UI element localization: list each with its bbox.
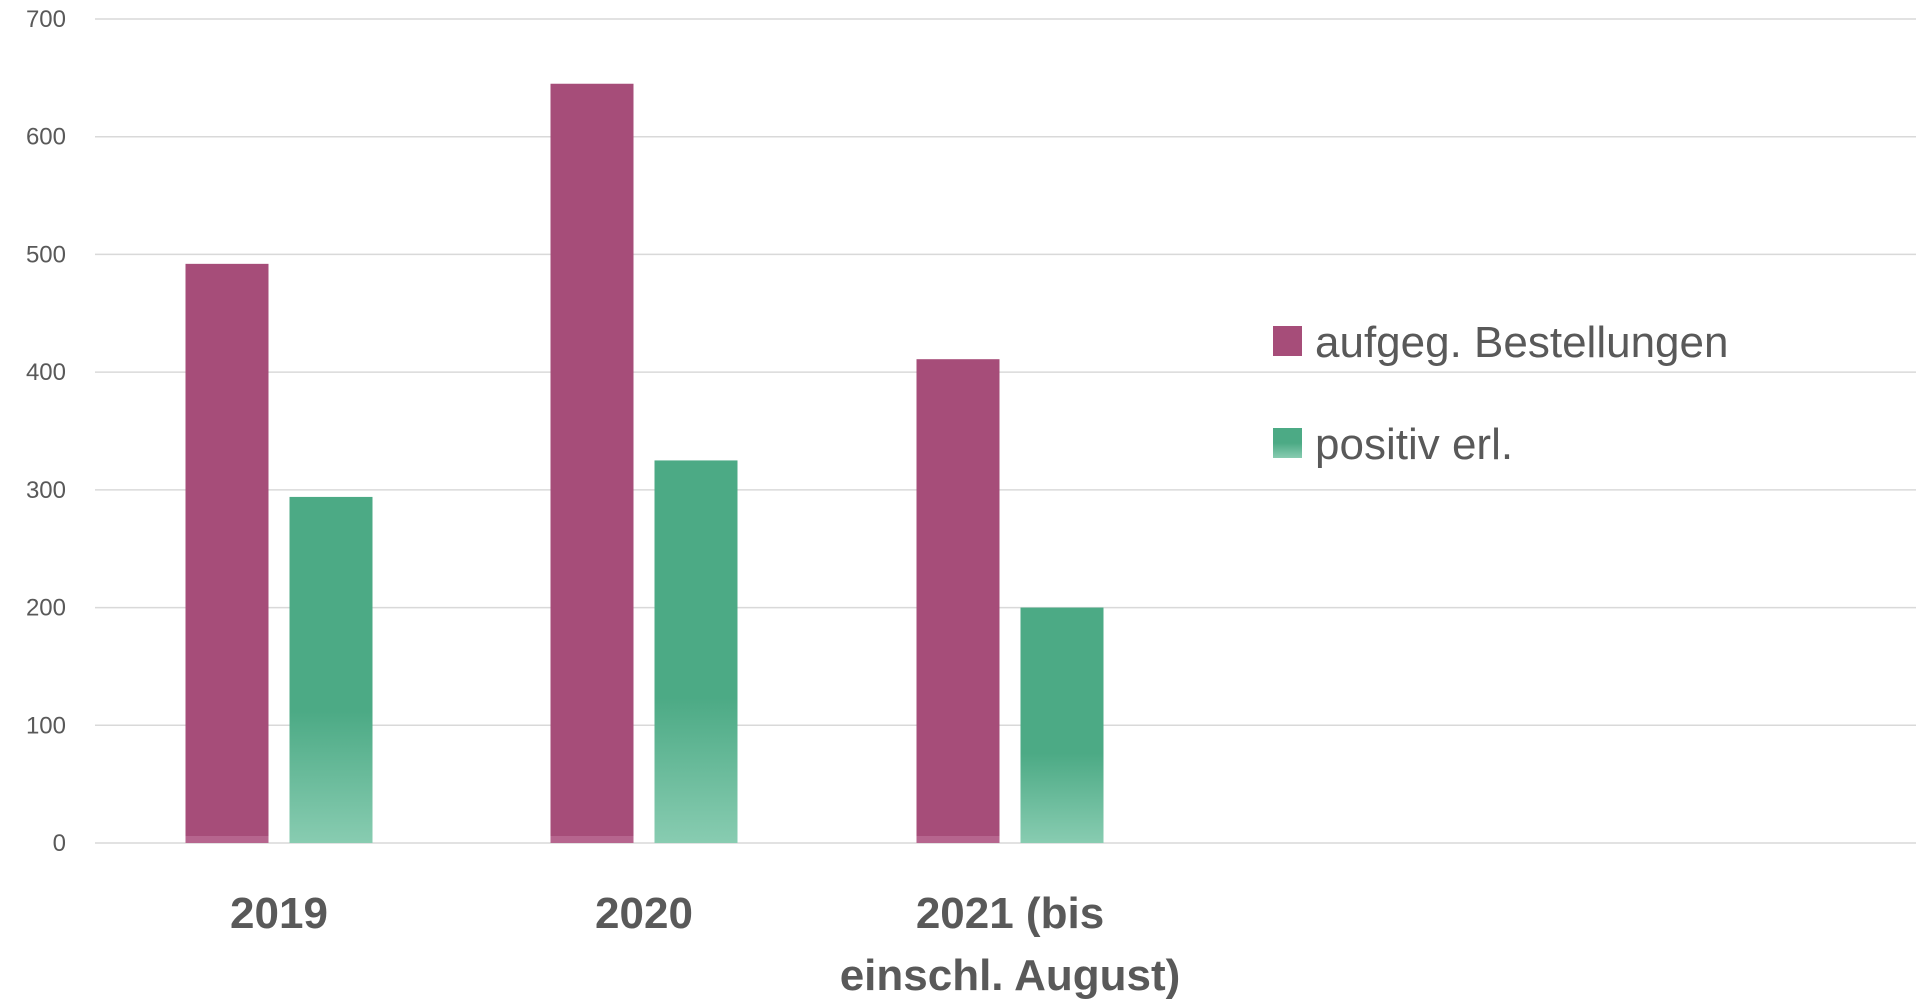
bar-aufgeg-bestellungen-2 bbox=[916, 359, 1000, 843]
bars bbox=[185, 83, 1104, 843]
legend-label: positiv erl. bbox=[1315, 420, 1513, 469]
bar-positiv-erl-0 bbox=[289, 496, 373, 843]
x-category-label: 2020 bbox=[595, 889, 693, 938]
bar-positiv-erl-2 bbox=[1020, 607, 1104, 843]
y-tick-label: 200 bbox=[26, 595, 66, 622]
legend-swatch bbox=[1273, 326, 1302, 356]
x-category-label: 2021 (bis einschl. August) bbox=[840, 889, 1181, 1000]
bar-base-highlight bbox=[550, 836, 634, 843]
y-tick-label: 300 bbox=[26, 477, 66, 504]
bar-base-highlight bbox=[185, 836, 269, 843]
gridlines bbox=[95, 18, 1916, 844]
y-axis-ticks: 0 100 200 300 400 500 600 700 bbox=[26, 6, 66, 857]
y-tick-label: 600 bbox=[26, 124, 66, 151]
y-tick-label: 400 bbox=[26, 359, 66, 386]
y-tick-label: 100 bbox=[26, 712, 66, 739]
legend: aufgeg. Bestellungen positiv erl. bbox=[1273, 318, 1728, 469]
legend-swatch bbox=[1273, 428, 1302, 458]
bar-base-highlight bbox=[916, 836, 1000, 843]
x-axis-labels: 2019 2020 2021 (bis einschl. August) bbox=[230, 889, 1180, 1000]
y-tick-label: 0 bbox=[53, 830, 66, 857]
x-category-label: 2019 bbox=[230, 889, 328, 938]
y-tick-label: 700 bbox=[26, 6, 66, 33]
legend-label: aufgeg. Bestellungen bbox=[1315, 318, 1728, 367]
bar-aufgeg-bestellungen-0 bbox=[185, 263, 269, 843]
y-tick-label: 500 bbox=[26, 241, 66, 268]
bar-positiv-erl-1 bbox=[654, 460, 738, 843]
bar-aufgeg-bestellungen-1 bbox=[550, 83, 634, 843]
